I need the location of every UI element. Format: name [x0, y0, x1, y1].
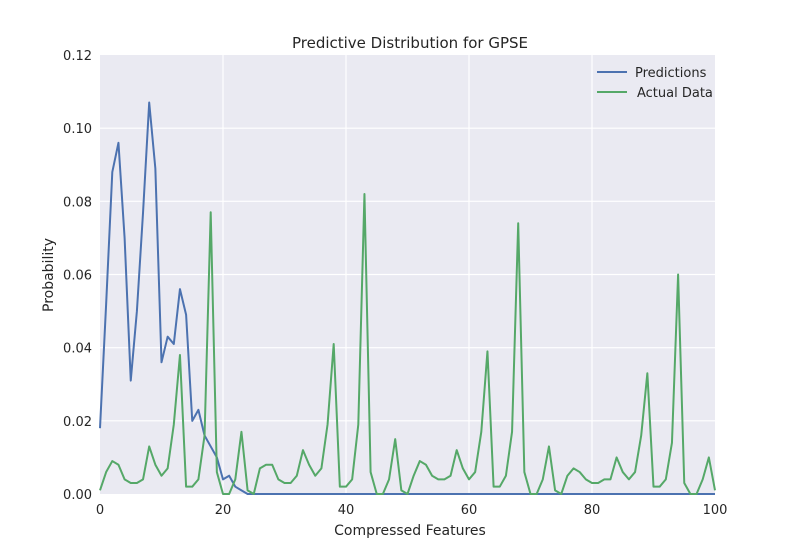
- legend-label-actual-data: Actual Data: [637, 86, 713, 101]
- x-axis-label: Compressed Features: [334, 523, 486, 539]
- x-tick-label: 0: [96, 503, 104, 518]
- x-tick-label: 80: [584, 503, 601, 518]
- grid-lines: [100, 55, 715, 494]
- x-tick-label: 20: [215, 503, 232, 518]
- legend: Predictions Actual Data: [597, 66, 713, 101]
- y-tick-label: 0.04: [63, 342, 92, 357]
- series-line-actual-data: [99, 193, 716, 495]
- y-tick-label: 0.08: [63, 195, 92, 210]
- x-tick-label: 60: [461, 503, 478, 518]
- series-layer: [99, 101, 716, 495]
- y-tick-label: 0.02: [63, 415, 92, 430]
- y-tick-labels: 0.00 0.02 0.04 0.06 0.08 0.10 0.12: [63, 49, 92, 503]
- legend-label-predictions: Predictions: [635, 66, 707, 81]
- y-tick-label: 0.00: [63, 488, 92, 503]
- x-tick-label: 40: [338, 503, 355, 518]
- y-axis-label: Probability: [41, 238, 57, 312]
- y-tick-label: 0.12: [63, 49, 92, 64]
- y-tick-label: 0.06: [63, 269, 92, 284]
- x-tick-labels: 0 20 40 60 80 100: [96, 503, 728, 518]
- x-tick-label: 100: [703, 503, 728, 518]
- chart-title: Predictive Distribution for GPSE: [292, 34, 528, 52]
- y-tick-label: 0.10: [63, 122, 92, 137]
